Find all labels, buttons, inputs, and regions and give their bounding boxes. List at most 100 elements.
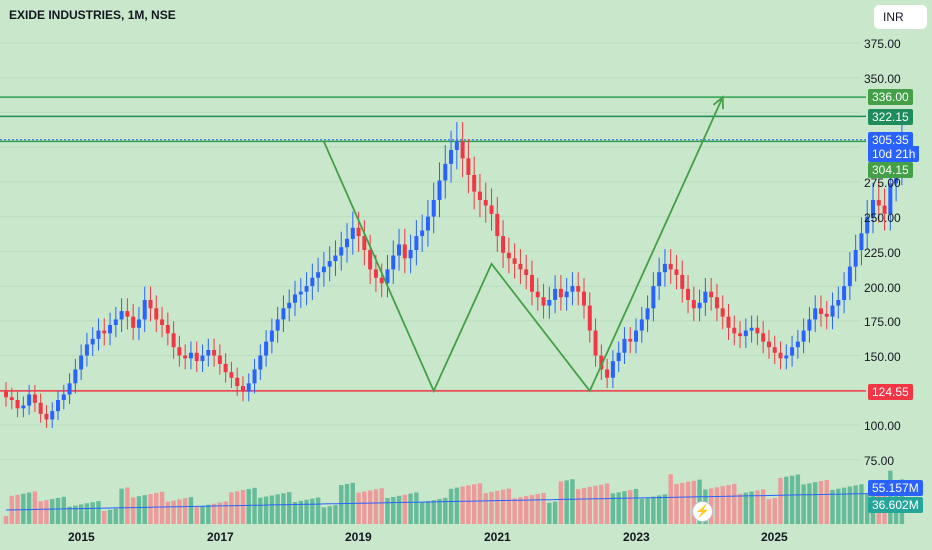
volume-bar [755, 490, 760, 524]
volume-bar [304, 499, 309, 524]
volume-bar [460, 486, 465, 524]
volume-bar [362, 491, 367, 524]
candle-body [252, 369, 257, 384]
candle-body [871, 199, 875, 217]
candle-body [639, 319, 644, 331]
volume-bar [21, 493, 26, 524]
candle-body [102, 330, 107, 334]
candle-body [194, 352, 199, 362]
candle-body [425, 216, 430, 231]
candle-body [743, 330, 748, 337]
candle-body [269, 330, 274, 342]
candle-body [44, 413, 49, 420]
candle-body [188, 352, 193, 359]
volume-bar [159, 491, 165, 524]
candle-body [397, 244, 402, 256]
candle-body [888, 183, 893, 214]
grid-layer [0, 42, 860, 461]
volume-ma-line [5, 492, 902, 511]
volume-bar [610, 493, 616, 524]
candle-body [645, 308, 650, 320]
candle-body [541, 297, 546, 306]
candle-body [610, 361, 615, 378]
volume-bar [130, 497, 136, 524]
price-tick-label: 250.00 [864, 211, 901, 225]
candle-body [882, 205, 887, 214]
volume-bar [581, 488, 587, 524]
volume-bar [258, 497, 263, 524]
volume-bar [454, 487, 460, 524]
volume-bar [830, 489, 835, 524]
volume-bar [333, 505, 338, 524]
currency-button[interactable]: INR [874, 5, 927, 29]
volume-bar [367, 490, 373, 524]
volume-bar [743, 492, 749, 524]
volume-bar [339, 485, 344, 524]
candle-body [235, 377, 240, 387]
candle-body [622, 338, 627, 353]
candle-body [784, 355, 789, 359]
candle-body [154, 308, 159, 320]
volume-bar [385, 498, 390, 524]
volume-badge: 36.602M [868, 497, 923, 513]
candle-body [125, 311, 130, 317]
time-tick-label: 2021 [484, 530, 511, 544]
candle-body [512, 258, 517, 264]
volume-bar [275, 494, 280, 524]
volume-bar [327, 506, 332, 524]
candle-body [177, 347, 182, 356]
price-tick-label: 75.00 [864, 454, 895, 468]
volume-bar [576, 489, 581, 524]
candle-body [61, 394, 66, 400]
candle-body [749, 327, 754, 331]
candle-body [576, 286, 581, 292]
candle-body [628, 338, 633, 342]
candle-body [634, 330, 639, 342]
volume-bar [211, 503, 217, 524]
candle-body [246, 383, 251, 392]
volume-bar [570, 479, 575, 524]
volume-bar [373, 489, 379, 524]
volume-bar [235, 491, 240, 524]
volume-bar [55, 497, 61, 524]
candle-body [304, 286, 309, 292]
candle-body [709, 291, 714, 298]
volume-bar [425, 501, 431, 524]
volume-bar [483, 493, 488, 524]
candle-body [616, 352, 621, 362]
volume-bar [73, 505, 78, 524]
candle-body [547, 299, 552, 306]
volume-bar [680, 482, 685, 524]
volume-bar [223, 501, 228, 524]
level-lines [0, 96, 866, 392]
volume-bar [165, 501, 171, 524]
volume-bar [229, 492, 234, 524]
volume-bar [766, 499, 772, 524]
candle-body [842, 286, 847, 300]
candle-body [865, 216, 870, 234]
candle-body [339, 247, 344, 256]
candle-body [876, 199, 881, 206]
volume-bar [188, 497, 194, 524]
lightning-icon[interactable]: ⚡ [692, 501, 713, 522]
volume-bar [61, 496, 66, 524]
volume-bar [443, 497, 448, 524]
price-tick-label: 100.00 [864, 419, 901, 433]
volume-bar [379, 488, 384, 524]
candle-body [165, 324, 170, 334]
candle-body [4, 391, 8, 398]
volume-bar [564, 480, 569, 524]
volume-bar [651, 496, 656, 524]
volume-bar [622, 491, 627, 524]
arrow-head [712, 95, 724, 110]
candle-body [131, 316, 136, 328]
candle-body [38, 402, 43, 414]
volume-bar [298, 500, 303, 524]
candle-body [362, 236, 367, 250]
volume-bar [171, 500, 176, 524]
candle-body [483, 199, 488, 206]
volume-bar [674, 484, 679, 524]
pattern-drawing[interactable] [323, 95, 724, 394]
volume-bar [726, 485, 731, 524]
